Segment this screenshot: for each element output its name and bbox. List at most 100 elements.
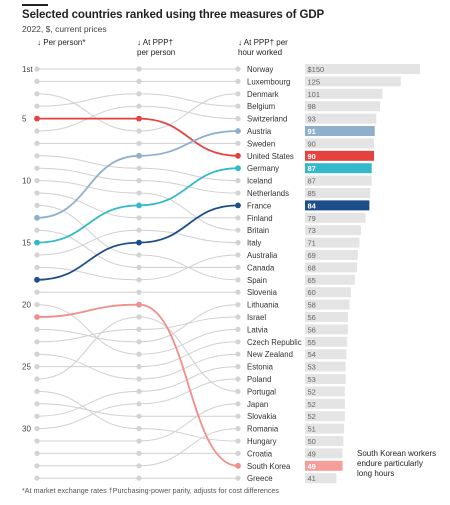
- bar: [305, 448, 343, 459]
- rank-dot: [34, 128, 40, 134]
- bar: [305, 411, 345, 422]
- bar-value-label: 79: [308, 214, 316, 223]
- rank-dot: [34, 190, 40, 196]
- rank-dot: [235, 264, 241, 270]
- bar-value-label: 54: [308, 350, 316, 359]
- down-arrow-icon: ↓: [238, 38, 242, 47]
- rank-dot: [136, 351, 142, 357]
- highlight-dot: [136, 301, 142, 308]
- rank-dot: [136, 178, 142, 184]
- rank-dot: [34, 475, 40, 481]
- rank-dot: [235, 215, 241, 221]
- rank-dot: [136, 128, 142, 134]
- bar: [305, 324, 348, 335]
- bar: [305, 423, 345, 434]
- country-label: Italy: [247, 239, 261, 248]
- rank-dot: [136, 78, 142, 84]
- bar-value-label: $150: [308, 65, 325, 74]
- rank-dot: [34, 326, 40, 332]
- bar: [305, 299, 350, 310]
- rank-dot: [136, 314, 142, 320]
- country-label: Denmark: [247, 90, 279, 99]
- rank-dot: [136, 91, 142, 97]
- rank-dot: [34, 426, 40, 432]
- rank-dot: [235, 227, 241, 233]
- rank-dot: [235, 438, 241, 444]
- rank-tick-label: 25: [22, 363, 31, 372]
- country-label: Switzerland: [247, 115, 287, 124]
- bar-value-label: 73: [308, 226, 316, 235]
- bar: [305, 336, 348, 347]
- bar: [305, 76, 401, 87]
- rank-dot: [235, 252, 241, 258]
- bar-value-label: 41: [308, 474, 316, 483]
- bar-value-label: 55: [308, 338, 316, 347]
- country-label: Sweden: [247, 139, 275, 148]
- down-arrow-icon: ↓: [137, 38, 141, 47]
- country-label: Britain: [247, 226, 269, 235]
- bar-value-label: 50: [308, 437, 316, 446]
- rank-dots: [34, 66, 241, 481]
- country-label: Israel: [247, 313, 266, 322]
- chart-subtitle: 2022, $, current prices: [22, 24, 107, 34]
- rank-dot: [136, 289, 142, 295]
- bar-value-label: 53: [308, 363, 316, 372]
- rank-dot: [235, 339, 241, 345]
- bar: [305, 163, 372, 174]
- bar-value-label: 71: [308, 239, 316, 248]
- highlight-dot: [34, 239, 40, 246]
- bar: [305, 312, 348, 322]
- country-label: Latvia: [247, 325, 268, 334]
- bar-value-label: 51: [308, 425, 316, 434]
- bar: [305, 250, 358, 260]
- bar-value-label: 60: [308, 288, 316, 297]
- down-arrow-icon: ↓: [37, 38, 41, 47]
- background-link: [36, 304, 239, 343]
- rank-dot: [34, 66, 40, 72]
- bar: [305, 460, 343, 471]
- annotation-line: long hours: [357, 469, 395, 478]
- rank-dot: [235, 289, 241, 295]
- annotation-line: South Korean workers: [357, 449, 437, 458]
- highlight-line-south-korea: [36, 303, 239, 467]
- rank-dot: [34, 140, 40, 146]
- country-label: South Korea: [247, 462, 291, 471]
- bar-value-label: 87: [308, 177, 316, 186]
- bar-value-label: 85: [308, 189, 316, 198]
- bar: [305, 274, 355, 285]
- bar-value-label: 91: [308, 127, 316, 136]
- country-label: Poland: [247, 375, 271, 384]
- rank-dot: [34, 252, 40, 258]
- rank-dot: [136, 426, 142, 432]
- bar-value-label: 52: [308, 400, 316, 409]
- bar: [305, 361, 346, 372]
- rank-dot: [235, 314, 241, 320]
- column-header-line1: At PPP†: [142, 38, 174, 47]
- rank-dot: [34, 178, 40, 184]
- bar-value-label: 49: [308, 462, 316, 471]
- rank-dot: [34, 165, 40, 171]
- highlight-dot: [34, 115, 40, 122]
- highlight-dot: [136, 152, 142, 159]
- country-label: Netherlands: [247, 189, 289, 198]
- rank-dot: [235, 140, 241, 146]
- highlight-line-united-states: [37, 117, 239, 157]
- bar-value-label: 93: [308, 115, 316, 124]
- rank-dot: [136, 475, 142, 481]
- rank-dot: [235, 277, 241, 283]
- country-label: Australia: [247, 251, 278, 260]
- column-header-per-person: ↓ Per person*: [37, 38, 85, 48]
- bar-value-label: 87: [308, 164, 316, 173]
- highlight-dot: [235, 152, 241, 159]
- rank-tick-label: 30: [22, 425, 31, 434]
- highlight-dot: [136, 115, 142, 122]
- country-label: Luxembourg: [247, 77, 290, 86]
- rank-dot: [136, 264, 142, 270]
- rank-dot: [235, 240, 241, 246]
- rank-dot: [34, 202, 40, 208]
- rank-dot: [235, 103, 241, 109]
- bar: [305, 64, 420, 74]
- rank-dot: [136, 252, 142, 258]
- rank-dot: [136, 450, 142, 456]
